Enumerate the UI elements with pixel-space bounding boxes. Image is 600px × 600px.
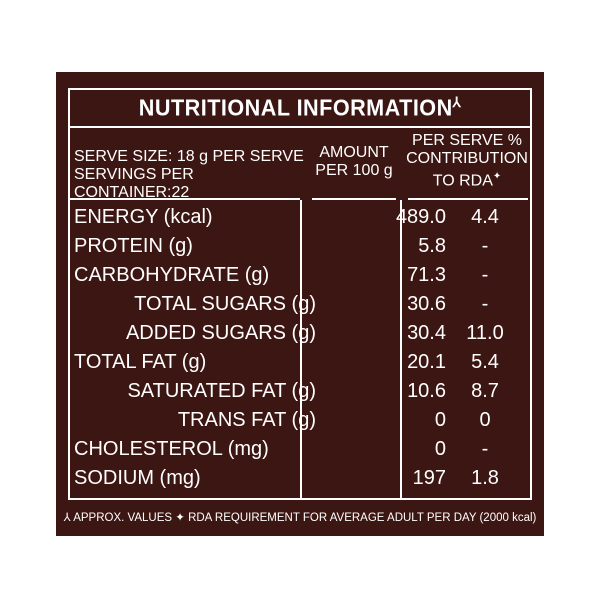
- nutrient-name: TOTAL FAT (g): [74, 351, 207, 373]
- amount-value: 5.8: [418, 235, 446, 257]
- column-divider: [400, 200, 402, 500]
- amount-header-line2: PER 100 g: [315, 162, 393, 179]
- rda-header: PER SERVE % CONTRIBUTION TO RDA✦: [404, 132, 530, 190]
- header-divider: [70, 198, 300, 200]
- rda-value: 11.0: [466, 322, 504, 344]
- amount-value: 30.6: [407, 293, 446, 315]
- amount-value: 71.3: [407, 264, 446, 286]
- nutrient-name: SODIUM (mg): [74, 467, 201, 489]
- approx-mark-icon: ⅄: [452, 94, 462, 110]
- amount-value: 20.1: [407, 351, 446, 373]
- header-divider: [408, 198, 528, 200]
- nutrient-name: CHOLESTEROL (mg): [74, 438, 269, 460]
- rda-value: -: [481, 235, 489, 257]
- table-row: SATURATED FAT (g) 10.6 8.7: [68, 377, 532, 406]
- table-row: CARBOHYDRATE (g) 71.3 -: [68, 261, 532, 290]
- rda-value: 5.4: [471, 351, 499, 373]
- rda-value: -: [481, 438, 489, 460]
- rda-header-line1: PER SERVE %: [412, 132, 522, 149]
- table-row: PROTEIN (g) 5.8 -: [68, 232, 532, 261]
- rda-header-line3: TO RDA✦: [432, 171, 502, 190]
- rda-mark-icon: ✦: [492, 171, 502, 182]
- amount-value: 0: [434, 409, 446, 431]
- amount-header-line1: AMOUNT: [319, 144, 389, 161]
- title-divider: [68, 126, 532, 128]
- nutrient-name: CARBOHYDRATE (g): [74, 264, 270, 286]
- amount-value: 30.4: [407, 322, 446, 344]
- rda-value: 0: [479, 409, 491, 431]
- table-row: CHOLESTEROL (mg) 0 -: [68, 435, 532, 464]
- nutrient-name: ENERGY (kcal): [74, 206, 213, 228]
- nutrient-name: PROTEIN (g): [74, 235, 193, 257]
- nutrient-name: ADDED SUGARS (g): [125, 322, 316, 344]
- header-divider: [312, 198, 396, 200]
- table-row: TOTAL FAT (g) 20.1 5.4: [68, 348, 532, 377]
- nutrient-name: TOTAL SUGARS (g): [134, 293, 316, 315]
- serving-info: SERVE SIZE: 18 g PER SERVE SERVINGS PER …: [74, 148, 304, 202]
- rda-value: -: [481, 293, 489, 315]
- table-row: ENERGY (kcal) 489.0 4.4: [68, 203, 532, 232]
- nutrient-name: SATURATED FAT (g): [127, 380, 316, 402]
- amount-value: 197: [412, 467, 446, 489]
- nutrient-name: TRANS FAT (g): [177, 409, 316, 431]
- amount-value: 10.6: [407, 380, 446, 402]
- amount-header: AMOUNT PER 100 g: [306, 144, 402, 180]
- rda-value: 8.7: [471, 380, 499, 402]
- rda-value: -: [481, 264, 489, 286]
- amount-value: 0: [434, 438, 446, 460]
- table-row: TOTAL SUGARS (g) 30.6 -: [68, 290, 532, 319]
- servings-per-container: SERVINGS PER CONTAINER:22: [74, 166, 194, 201]
- footnote: ⅄ APPROX. VALUES ✦ RDA REQUIREMENT FOR A…: [63, 512, 537, 524]
- column-divider: [300, 200, 302, 500]
- amount-value: 489.0: [395, 206, 446, 228]
- rda-value: 1.8: [471, 467, 499, 489]
- table-title: NUTRITIONAL INFORMATION⅄: [138, 94, 462, 121]
- serve-size: SERVE SIZE: 18 g PER SERVE: [74, 148, 304, 165]
- rda-header-line2: CONTRIBUTION: [406, 150, 528, 167]
- table-row: SODIUM (mg) 197 1.8: [68, 464, 532, 493]
- table-row: TRANS FAT (g) 0 0: [68, 406, 532, 435]
- table-row: ADDED SUGARS (g) 30.4 11.0: [68, 319, 532, 348]
- rda-value: 4.4: [471, 206, 499, 228]
